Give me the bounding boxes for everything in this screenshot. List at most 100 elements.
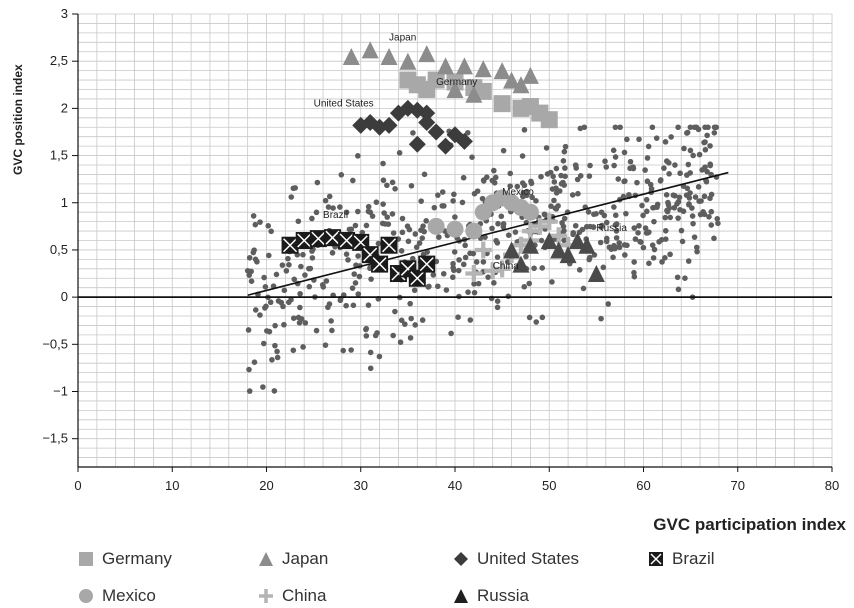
data-point-other	[627, 158, 634, 165]
data-point-other	[613, 235, 620, 241]
data-point-other	[577, 173, 584, 179]
data-point-japan	[493, 62, 511, 80]
data-point-other	[397, 339, 404, 346]
annotation-japan: Japan	[389, 32, 416, 43]
data-point-other	[434, 283, 441, 290]
russia-legend-icon	[454, 589, 468, 603]
data-point-other	[498, 213, 505, 220]
data-point-other	[441, 203, 447, 209]
data-point-other	[631, 225, 638, 231]
data-point-other	[348, 226, 355, 233]
data-point-other	[314, 179, 321, 186]
data-point-other	[520, 193, 527, 200]
data-point-other	[431, 204, 438, 211]
trend-line-group	[247, 171, 729, 297]
data-point-other	[326, 193, 333, 200]
data-point-other	[306, 265, 312, 272]
legend-item-russia: Russia	[453, 586, 529, 606]
data-point-other	[659, 259, 665, 265]
legend-item-brazil: Brazil	[648, 549, 715, 569]
data-point-other	[679, 238, 686, 245]
data-point-other	[701, 211, 708, 218]
data-point-other	[363, 222, 370, 229]
data-point-brazil-mark	[372, 257, 387, 272]
data-point-other	[500, 223, 507, 230]
y-tick-label: 0	[61, 289, 68, 304]
data-point-other	[612, 222, 619, 228]
data-point-other	[313, 327, 320, 334]
data-point-russia	[559, 246, 577, 264]
data-point-germany	[474, 82, 492, 100]
data-point-other	[667, 251, 673, 258]
data-point-other	[246, 366, 252, 373]
data-point-other	[547, 169, 554, 176]
data-point-other	[662, 214, 669, 221]
data-point-other	[272, 322, 278, 329]
data-point-russia	[550, 241, 568, 259]
data-point-other	[533, 319, 540, 325]
data-point-other	[581, 124, 588, 131]
data-point-japan	[455, 57, 473, 75]
data-point-other	[521, 182, 528, 189]
data-point-other	[384, 182, 390, 189]
data-point-other	[352, 222, 359, 229]
data-point-other	[706, 214, 712, 220]
data-point-other	[380, 201, 386, 207]
data-point-other	[465, 289, 471, 295]
data-point-other	[402, 321, 408, 327]
data-point-other	[409, 255, 416, 262]
data-point-mexico	[427, 217, 445, 235]
data-point-other	[663, 158, 670, 164]
data-point-brazil-mark	[311, 231, 326, 246]
data-point-other	[407, 300, 413, 307]
data-point-other	[561, 215, 568, 222]
data-point-china	[531, 217, 549, 235]
data-point-other	[644, 178, 651, 185]
data-point-other	[309, 248, 315, 254]
data-point-united-states	[380, 116, 398, 134]
data-point-other	[661, 165, 667, 171]
data-point-other	[300, 344, 306, 350]
japan-legend-icon	[259, 552, 273, 566]
data-point-other	[345, 257, 351, 263]
data-point-other	[702, 164, 708, 170]
data-point-other	[702, 139, 708, 145]
data-point-other	[376, 353, 383, 360]
data-point-other	[702, 124, 708, 131]
annotations: Japan Germany United States Mexico Russia Bra…	[314, 32, 628, 271]
data-point-other	[375, 240, 382, 247]
data-point-other	[246, 272, 253, 278]
data-point-other	[489, 225, 495, 232]
data-point-other	[620, 193, 627, 200]
data-point-other	[675, 124, 681, 131]
data-point-other	[648, 185, 655, 192]
data-point-other	[675, 215, 681, 221]
data-point-other	[412, 322, 419, 328]
data-point-other	[425, 284, 432, 290]
data-point-other	[701, 193, 708, 200]
data-point-other	[450, 260, 456, 267]
data-point-other	[645, 143, 652, 150]
data-point-other	[392, 186, 398, 192]
data-point-other	[539, 265, 546, 271]
data-point-other	[411, 287, 418, 294]
data-point-mexico	[446, 220, 464, 238]
data-point-other	[494, 254, 501, 260]
data-point-other	[555, 203, 561, 209]
data-point-other	[538, 173, 544, 180]
data-point-other	[491, 280, 497, 286]
data-point-other	[322, 197, 329, 204]
data-point-other	[667, 214, 674, 221]
data-point-japan	[512, 76, 530, 94]
data-point-other	[352, 280, 359, 286]
data-point-other	[470, 250, 477, 257]
data-point-other	[462, 242, 468, 249]
data-point-other	[622, 178, 628, 184]
data-point-germany	[427, 71, 445, 89]
japan-legend-marker	[259, 552, 273, 566]
data-point-other	[260, 384, 266, 390]
x-tick-label: 0	[74, 478, 81, 493]
data-point-other	[560, 158, 567, 164]
data-point-other	[423, 218, 429, 224]
data-point-other	[448, 330, 454, 337]
